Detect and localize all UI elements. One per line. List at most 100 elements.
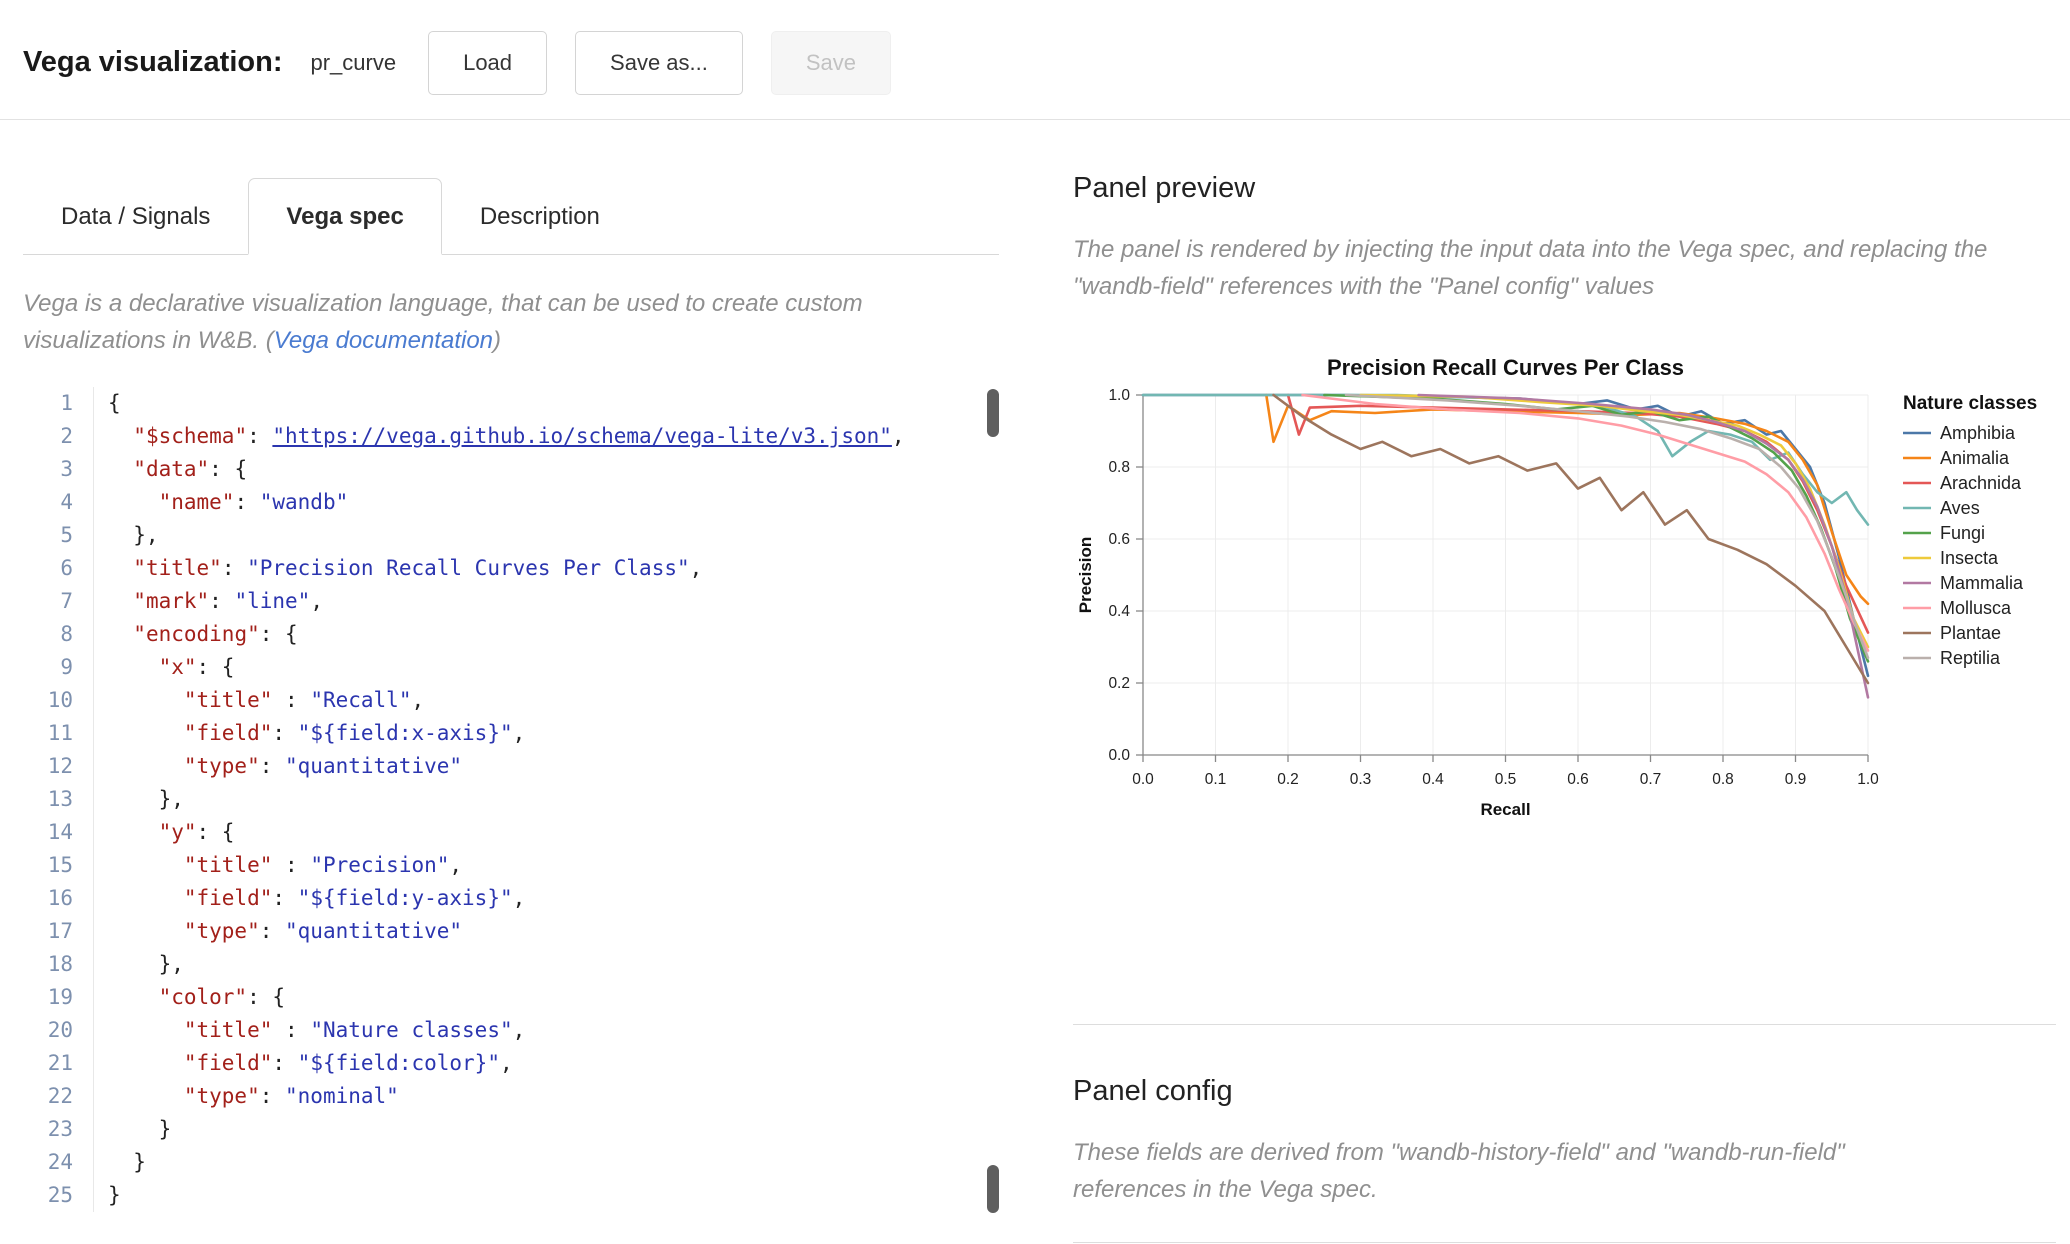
code-line: 6 "title": "Precision Recall Curves Per … — [23, 552, 999, 585]
code-text: { — [93, 387, 121, 420]
series-line-plantae — [1272, 393, 1870, 685]
code-text: "mark": "line", — [93, 585, 323, 618]
panel-preview-chart: 0.0 0.1 0.2 0.3 0.4 0.5 0.6 0.7 0.8 0.9 1.0 0.0 0.2 0… — [1076, 355, 2037, 819]
line-number: 10 — [47, 688, 73, 712]
series-line-insecta — [1359, 393, 1870, 649]
y-tick-label: 0.4 — [1108, 603, 1130, 620]
code-text: }, — [93, 519, 159, 552]
code-text: "data": { — [93, 453, 247, 486]
tab-data-signals[interactable]: Data / Signals — [61, 203, 211, 230]
code-line: 7 "mark": "line", — [23, 585, 999, 618]
code-line: 14 "y": { — [23, 816, 999, 849]
preview-panel: Panel preview The panel is rendered by i… — [1073, 172, 2056, 1243]
line-number: 19 — [47, 985, 73, 1009]
code-lines: 1{2 "$schema": "https://vega.github.io/s… — [23, 387, 999, 1212]
chart-container: 0.0 0.1 0.2 0.3 0.4 0.5 0.6 0.7 0.8 0.9 1.0 0.0 0.2 0… — [1073, 353, 2056, 828]
code-line: 12 "type": "quantitative" — [23, 750, 999, 783]
code-line: 2 "$schema": "https://vega.github.io/sch… — [23, 420, 999, 453]
line-number: 18 — [47, 952, 73, 976]
line-number: 21 — [47, 1051, 73, 1075]
line-number: 6 — [60, 556, 73, 580]
code-text: "color": { — [93, 981, 285, 1014]
code-text: } — [93, 1146, 146, 1179]
line-number: 24 — [47, 1150, 73, 1174]
code-text: "$schema": "https://vega.github.io/schem… — [93, 420, 905, 453]
code-line: 22 "type": "nominal" — [23, 1080, 999, 1113]
line-number: 8 — [60, 622, 73, 646]
chart-title: Precision Recall Curves Per Class — [1327, 355, 1684, 380]
y-tick-label: 0.8 — [1108, 459, 1130, 476]
x-tick-label: 0.9 — [1785, 771, 1807, 788]
line-number: 23 — [47, 1117, 73, 1141]
code-editor[interactable]: 1{2 "$schema": "https://vega.github.io/s… — [23, 387, 999, 1213]
legend-label-mammalia: Mammalia — [1940, 573, 2024, 593]
code-line: 13 }, — [23, 783, 999, 816]
line-number: 9 — [60, 655, 73, 679]
code-text: } — [93, 1179, 121, 1212]
legend-label-arachnida: Arachnida — [1940, 473, 2022, 493]
load-button[interactable]: Load — [428, 30, 548, 95]
series-line-mammalia — [1417, 393, 1870, 699]
x-tick-label: 1.0 — [1857, 771, 1879, 788]
y-tick-label: 0.0 — [1108, 747, 1130, 764]
series-line-fungi — [1323, 393, 1870, 663]
x-tick-label: 0.4 — [1422, 771, 1444, 788]
code-line: 11 "field": "${field:x-axis}", — [23, 717, 999, 750]
editor-scrollbar-thumb-bottom[interactable] — [987, 1165, 999, 1213]
line-number: 22 — [47, 1084, 73, 1108]
legend-label-reptilia: Reptilia — [1940, 648, 2001, 668]
editor-scrollbar-thumb-top[interactable] — [987, 389, 999, 437]
code-line: 3 "data": { — [23, 453, 999, 486]
line-number: 12 — [47, 754, 73, 778]
panel-preview-description: The panel is rendered by injecting the i… — [1073, 236, 1988, 300]
x-tick-label: 0.3 — [1350, 771, 1372, 788]
line-number: 7 — [60, 589, 73, 613]
vega-intro-text: Vega is a declarative visualization lang… — [23, 285, 923, 359]
line-number: 11 — [47, 721, 73, 745]
vega-intro-prefix: Vega is a declarative visualization lang… — [23, 290, 863, 354]
line-number: 13 — [47, 787, 73, 811]
code-text: "title" : "Recall", — [93, 684, 424, 717]
legend-label-insecta: Insecta — [1940, 548, 1999, 568]
save-as-button[interactable]: Save as... — [575, 30, 743, 95]
x-tick-label: 0.7 — [1640, 771, 1662, 788]
line-number: 20 — [47, 1018, 73, 1042]
y-tick-label: 1.0 — [1108, 387, 1130, 404]
code-text: "title": "Precision Recall Curves Per Cl… — [93, 552, 702, 585]
legend-label-mollusca: Mollusca — [1940, 598, 2012, 618]
legend-title: Nature classes — [1903, 393, 2037, 414]
x-tick-label: 0.1 — [1205, 771, 1227, 788]
tab-description[interactable]: Description — [479, 203, 600, 230]
line-number: 2 — [60, 424, 73, 448]
code-text: "encoding": { — [93, 618, 298, 651]
x-tick-label: 0.2 — [1277, 771, 1299, 788]
legend-label-plantae: Plantae — [1940, 623, 2001, 643]
code-line: 23 } — [23, 1113, 999, 1146]
code-text: "field": "${field:color}", — [93, 1047, 513, 1080]
legend-label-animalia: Animalia — [1940, 448, 2010, 468]
code-line: 1{ — [23, 387, 999, 420]
code-line: 25} — [23, 1179, 999, 1212]
code-text: "name": "wandb" — [93, 486, 348, 519]
save-button[interactable]: Save — [770, 30, 892, 95]
code-line: 9 "x": { — [23, 651, 999, 684]
legend-label-amphibia: Amphibia — [1940, 423, 2016, 443]
header: Vega visualization: pr_curve Load Save a… — [0, 0, 2070, 100]
code-text: } — [93, 1113, 171, 1146]
code-text: }, — [93, 948, 184, 981]
tab-vega-spec[interactable]: Vega spec — [248, 178, 442, 255]
code-line: 17 "type": "quantitative" — [23, 915, 999, 948]
line-number: 5 — [60, 523, 73, 547]
x-tick-label: 0.0 — [1132, 771, 1154, 788]
panel-config-heading: Panel config — [1073, 1075, 1233, 1107]
vega-documentation-link[interactable]: Vega documentation — [273, 327, 494, 354]
x-axis-title: Recall — [1480, 800, 1530, 819]
panel-preview-heading: Panel preview — [1073, 172, 1256, 204]
code-text: "type": "quantitative" — [93, 750, 462, 783]
code-line: 20 "title" : "Nature classes", — [23, 1014, 999, 1047]
line-number: 25 — [47, 1183, 73, 1207]
code-line: 4 "name": "wandb" — [23, 486, 999, 519]
code-line: 21 "field": "${field:color}", — [23, 1047, 999, 1080]
code-text: "type": "quantitative" — [93, 915, 462, 948]
page-title: Vega visualization: — [23, 46, 283, 78]
